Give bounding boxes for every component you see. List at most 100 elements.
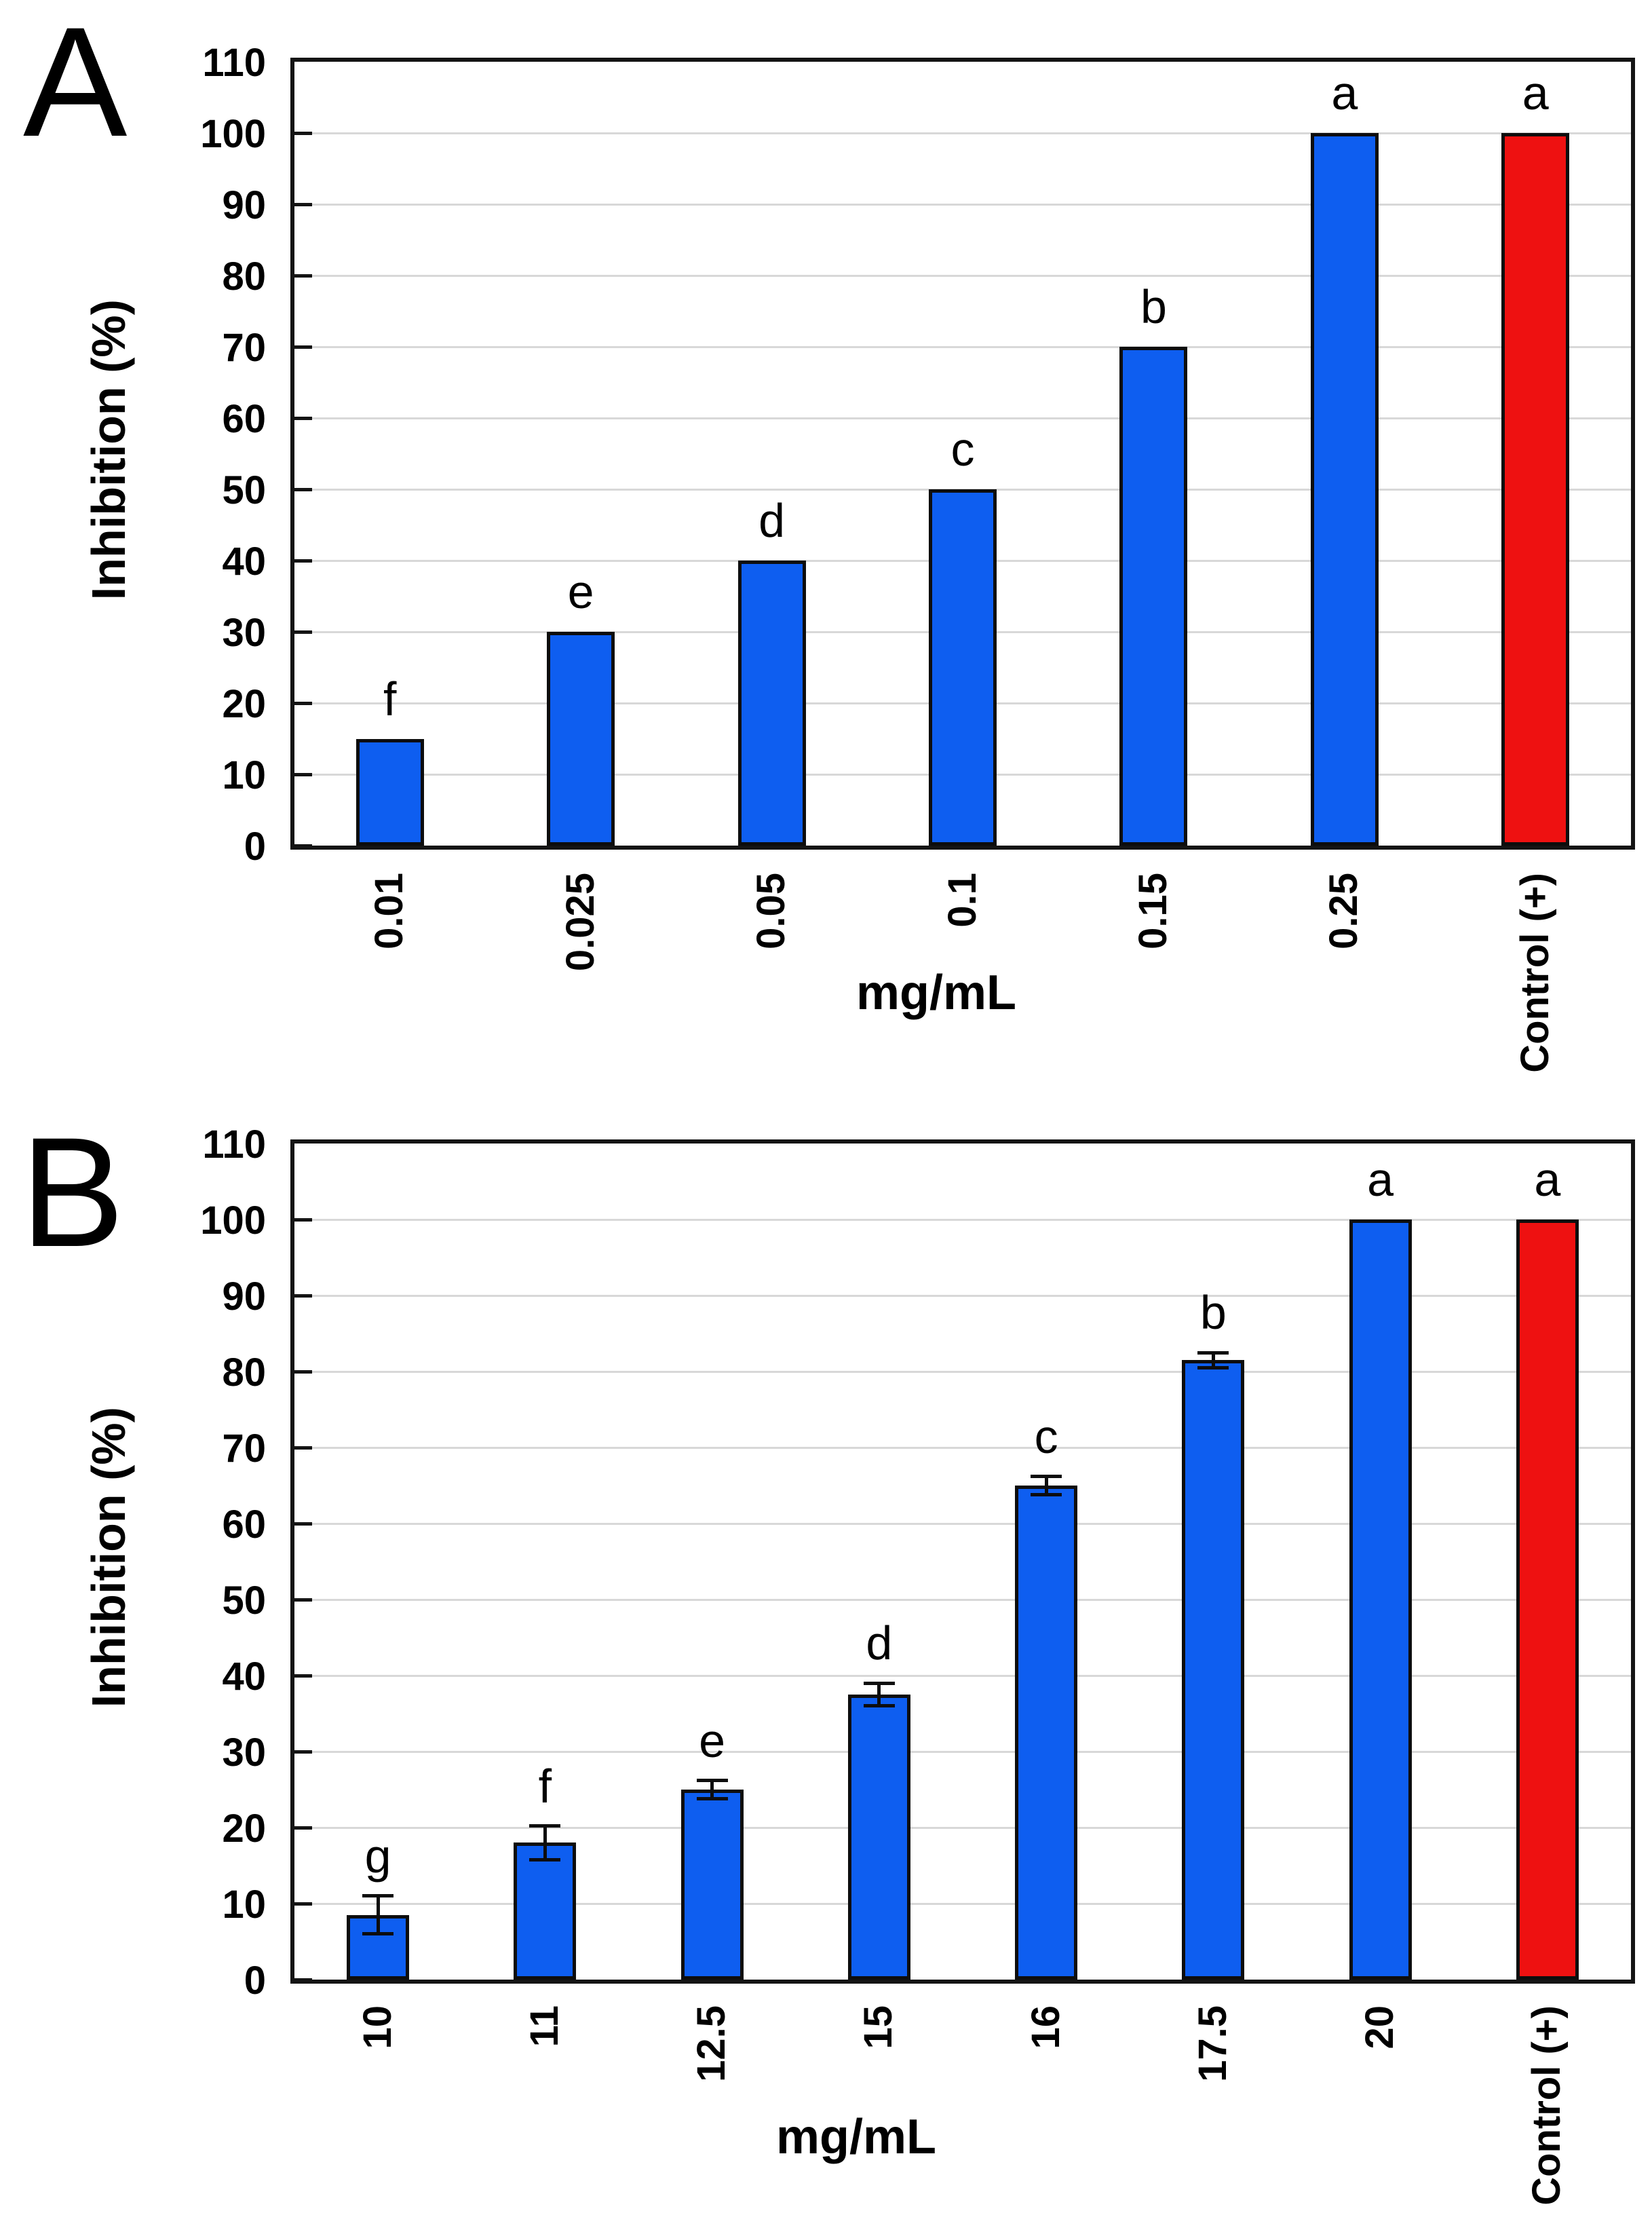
x-label-16: 16 <box>963 2005 1130 2049</box>
panel-a-x-axis-title: mg/mL <box>856 966 1017 1020</box>
gridline-100 <box>294 1218 1631 1221</box>
x-label-text-0.15: 0.15 <box>1130 873 1175 949</box>
panel-a-ytick-10: 10 <box>222 753 266 797</box>
bar-11 <box>514 1842 577 1980</box>
panel-b-ytick-0: 0 <box>244 1959 266 2003</box>
sig-letter-20: a <box>1367 1153 1394 1206</box>
x-label-text-12.5: 12.5 <box>689 2005 734 2082</box>
y-tickmark-40 <box>294 559 312 563</box>
y-tickmark-20 <box>294 1826 312 1830</box>
sig-letter-16: c <box>1034 1410 1058 1463</box>
panel-b-y-axis-title-text: Inhibition (%) <box>82 1407 135 1708</box>
error-cap-top-10 <box>362 1894 394 1898</box>
error-cap-top-12.5 <box>696 1779 728 1783</box>
sig-letter-0.01: f <box>383 672 397 725</box>
x-label-text-15: 15 <box>856 2005 901 2049</box>
gridline-50 <box>294 1598 1631 1601</box>
x-label-text-0.025: 0.025 <box>558 873 602 972</box>
y-tickmark-20 <box>294 701 312 705</box>
panel-b-ytick-110: 110 <box>202 1122 266 1167</box>
panel-a-ytick-80: 80 <box>222 254 266 299</box>
y-tickmark-50 <box>294 1598 312 1602</box>
error-bar-12.5 <box>710 1780 714 1799</box>
sig-letter-17.5: b <box>1199 1286 1227 1339</box>
x-label-0.25: 0.25 <box>1249 873 1440 949</box>
x-label-0.025: 0.025 <box>485 873 676 971</box>
gridline-30 <box>294 1750 1631 1753</box>
y-tickmark-60 <box>294 1522 312 1526</box>
bar-0.05 <box>737 561 806 846</box>
y-tickmark-80 <box>294 273 312 278</box>
error-cap-bottom-17.5 <box>1197 1365 1229 1369</box>
y-tickmark-90 <box>294 202 312 206</box>
panel-b-ytick-30: 30 <box>222 1731 266 1775</box>
sig-letter-10: g <box>364 1829 391 1883</box>
gridline-80 <box>294 274 1631 277</box>
panel-b-plot-area: g f e d c b a a <box>290 1139 1635 1984</box>
bar-0.01 <box>356 738 424 846</box>
panel-a-ytick-50: 50 <box>222 468 266 512</box>
error-bar-17.5 <box>1211 1353 1215 1368</box>
error-cap-top-16 <box>1031 1475 1062 1479</box>
y-tickmark-50 <box>294 487 312 491</box>
x-label-0.15: 0.15 <box>1058 873 1249 949</box>
y-tickmark-100 <box>294 131 312 135</box>
panel-a-plot-area: f e d c b a a <box>290 58 1635 850</box>
y-tickmark-70 <box>294 1445 312 1450</box>
x-label-Control (+): Control (+) <box>1440 873 1631 1073</box>
x-label-text-17.5: 17.5 <box>1190 2005 1235 2082</box>
y-tickmark-30 <box>294 630 312 634</box>
y-tickmark-10 <box>294 772 312 776</box>
panel-a-y-axis-title-text: Inhibition (%) <box>82 299 135 601</box>
panel-b-ytick-90: 90 <box>222 1274 266 1319</box>
x-label-10: 10 <box>294 2005 461 2049</box>
panel-a-ytick-90: 90 <box>222 183 266 227</box>
panel-a-ytick-40: 40 <box>222 540 266 584</box>
x-label-Control (+): Control (+) <box>1464 2005 1631 2206</box>
sig-letter-12.5: e <box>699 1714 726 1767</box>
panel-a-ytick-110: 110 <box>202 41 266 85</box>
gridline-10 <box>294 1902 1631 1905</box>
panel-a: A Inhibition (%) f e d c b a a mg/mL 0 10 20 30 40… <box>0 0 1652 1106</box>
x-label-20: 20 <box>1297 2005 1464 2049</box>
sig-letter-0.1: c <box>950 423 975 476</box>
panel-b-ytick-100: 100 <box>200 1198 266 1243</box>
panel-a-ytick-0: 0 <box>244 825 266 869</box>
x-label-text-Control (+): Control (+) <box>1512 873 1557 1073</box>
gridline-90 <box>294 203 1631 206</box>
sig-letter-15: d <box>866 1617 893 1670</box>
x-label-text-16: 16 <box>1023 2005 1068 2049</box>
x-label-text-11: 11 <box>522 2005 566 2047</box>
error-cap-bottom-11 <box>529 1857 561 1862</box>
x-label-text-10: 10 <box>355 2005 400 2049</box>
gridline-60 <box>294 1522 1631 1525</box>
error-bar-10 <box>376 1895 380 1934</box>
panel-a-ytick-30: 30 <box>222 611 266 655</box>
x-label-text-20: 20 <box>1358 2005 1402 2049</box>
sig-letter-0.025: e <box>567 565 594 618</box>
bar-12.5 <box>680 1790 744 1980</box>
x-label-text-0.1: 0.1 <box>940 873 984 928</box>
sig-letter-0.05: d <box>758 494 786 547</box>
x-label-11: 11 <box>461 2005 628 2047</box>
gridline-20 <box>294 1826 1631 1829</box>
panel-b: B Inhibition (%) g f e d c b a a mg/mL 0 10 20 30 4… <box>0 1106 1652 2230</box>
bar-0.1 <box>929 489 997 846</box>
bar-Control (+) <box>1501 133 1570 846</box>
x-label-text-0.01: 0.01 <box>367 873 412 949</box>
panel-b-letter: B <box>20 1105 125 1279</box>
panel-b-ytick-20: 20 <box>222 1807 266 1851</box>
y-tickmark-10 <box>294 1902 312 1906</box>
x-label-text-Control (+): Control (+) <box>1524 2005 1569 2206</box>
x-label-0.05: 0.05 <box>676 873 867 949</box>
panel-b-ytick-40: 40 <box>222 1655 266 1699</box>
sig-letter-Control (+): a <box>1522 67 1549 119</box>
gridline-90 <box>294 1294 1631 1297</box>
y-tickmark-70 <box>294 345 312 349</box>
x-label-0.01: 0.01 <box>294 873 485 949</box>
sig-letter-Control (+): a <box>1534 1153 1561 1206</box>
x-label-text-0.25: 0.25 <box>1322 873 1366 949</box>
gridline-100 <box>294 132 1631 134</box>
panel-b-x-axis-title: mg/mL <box>775 2110 937 2164</box>
bar-15 <box>847 1695 910 1980</box>
